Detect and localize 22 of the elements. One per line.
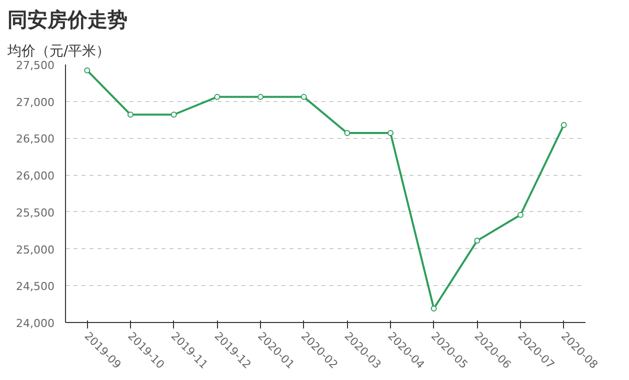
point [128,112,134,118]
point [214,94,220,100]
point [560,122,567,128]
point [258,94,264,100]
point [388,130,394,136]
point [518,212,524,218]
y-tick-label: 24,000 [16,317,55,330]
point [474,238,480,244]
point [430,306,437,312]
chart-title: 同安房价走势 [8,8,128,32]
point [344,130,350,136]
y-tick-label: 26,000 [16,170,55,183]
y-tick-label: 25,500 [16,206,55,220]
y-tick-label: 27,500 [16,59,55,72]
point [170,112,177,118]
y-tick-label: 27,000 [16,96,55,109]
point [300,94,307,100]
y-tick-label: 25,000 [16,243,55,256]
point [84,67,90,74]
y-axis-title: 均价（元/平米） [6,44,110,60]
y-tick-label: 26,500 [16,132,55,146]
y-tick-label: 24,500 [16,280,55,294]
